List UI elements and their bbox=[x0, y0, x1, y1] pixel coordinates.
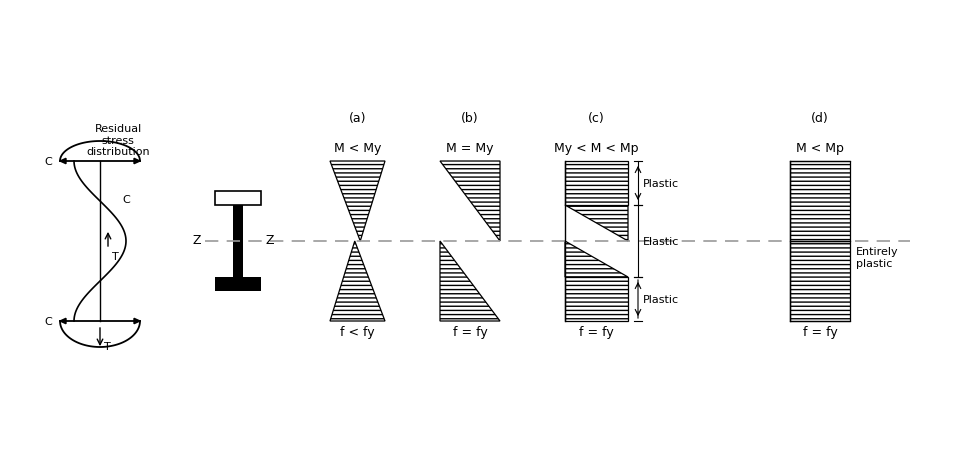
Text: (d): (d) bbox=[811, 112, 829, 125]
Text: C: C bbox=[44, 317, 52, 327]
Text: Residual
stress
distribution: Residual stress distribution bbox=[86, 124, 150, 157]
Bar bbox=[565, 162, 628, 206]
Polygon shape bbox=[440, 241, 500, 321]
Bar bbox=[233, 206, 243, 278]
Polygon shape bbox=[60, 159, 66, 164]
Polygon shape bbox=[134, 318, 140, 324]
Polygon shape bbox=[330, 162, 385, 241]
Text: Entirely
plastic: Entirely plastic bbox=[856, 247, 899, 268]
Text: C: C bbox=[44, 157, 52, 167]
Text: M < My: M < My bbox=[333, 142, 381, 155]
Text: Elastic: Elastic bbox=[643, 237, 680, 247]
Text: M = My: M = My bbox=[447, 142, 493, 155]
Bar bbox=[790, 162, 850, 241]
Bar bbox=[565, 278, 628, 321]
Text: Plastic: Plastic bbox=[643, 178, 680, 188]
Text: M < Mp: M < Mp bbox=[796, 142, 844, 155]
Text: T: T bbox=[112, 251, 119, 261]
Bar bbox=[790, 241, 850, 321]
Text: f = fy: f = fy bbox=[452, 325, 488, 338]
Polygon shape bbox=[565, 206, 628, 241]
Text: Z: Z bbox=[265, 234, 274, 247]
Text: (c): (c) bbox=[588, 112, 604, 125]
Text: f = fy: f = fy bbox=[802, 325, 838, 338]
Polygon shape bbox=[565, 241, 628, 278]
Polygon shape bbox=[330, 241, 385, 321]
Polygon shape bbox=[60, 318, 66, 324]
Text: C: C bbox=[122, 195, 130, 205]
Text: f < fy: f < fy bbox=[340, 325, 374, 338]
Bar bbox=[215, 278, 261, 291]
Polygon shape bbox=[134, 159, 140, 164]
Text: Z: Z bbox=[192, 234, 201, 247]
Bar bbox=[215, 192, 261, 206]
Text: T: T bbox=[104, 341, 111, 351]
Polygon shape bbox=[440, 162, 500, 241]
Text: f = fy: f = fy bbox=[579, 325, 614, 338]
Text: (a): (a) bbox=[349, 112, 367, 125]
Text: Plastic: Plastic bbox=[643, 294, 680, 304]
Text: (b): (b) bbox=[461, 112, 479, 125]
Text: My < M < Mp: My < M < Mp bbox=[554, 142, 639, 155]
